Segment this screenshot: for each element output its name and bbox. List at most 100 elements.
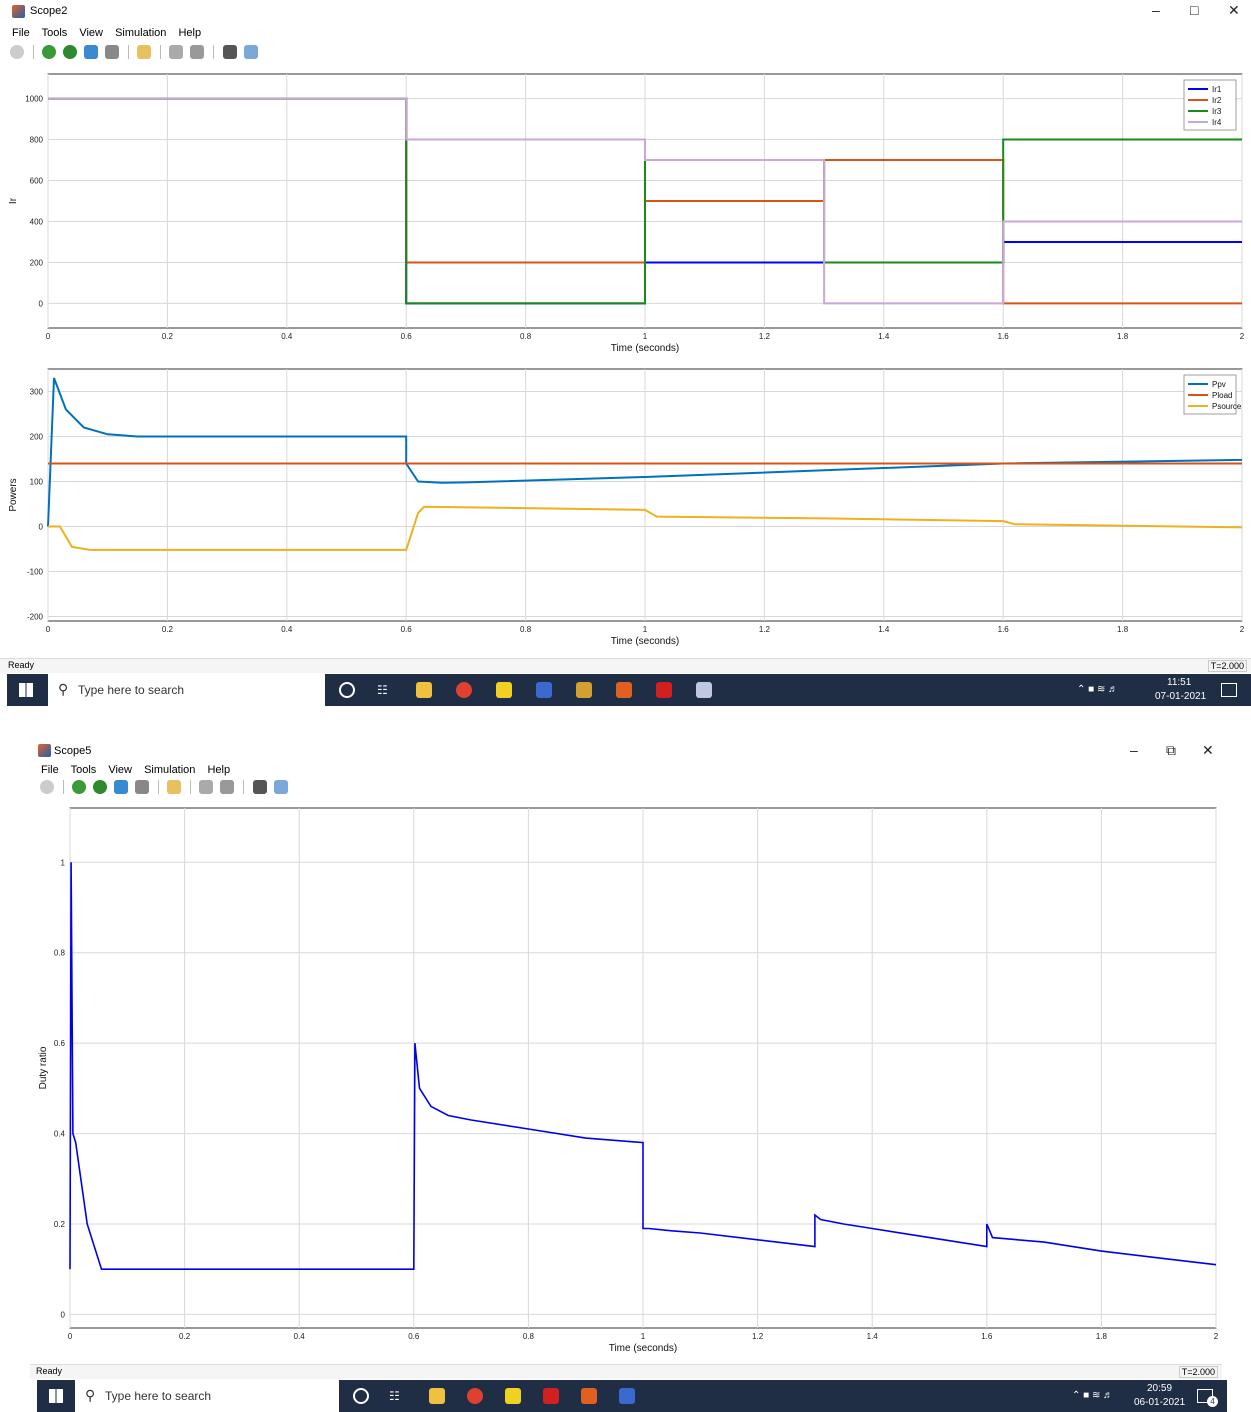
measurements-icon[interactable] — [243, 45, 258, 59]
settings-icon[interactable] — [40, 780, 54, 794]
triggers-icon[interactable] — [222, 45, 237, 59]
notification-icon[interactable] — [1221, 683, 1237, 697]
y-tick-label: 200 — [30, 258, 44, 267]
legend-label: Ppv — [1212, 380, 1226, 389]
highlight-icon[interactable] — [167, 780, 182, 794]
run-icon[interactable] — [63, 45, 78, 59]
matlab-icon — [12, 5, 25, 18]
matlab-taskbar-icon[interactable] — [616, 682, 632, 698]
minimize-button[interactable]: – — [1152, 2, 1160, 18]
file-explorer-icon[interactable] — [416, 682, 432, 698]
x-tick-label: 1.8 — [1096, 1332, 1108, 1341]
y-tick-label: 600 — [30, 177, 44, 186]
menu-file[interactable]: File — [12, 27, 30, 39]
menu-view[interactable]: View — [79, 27, 103, 39]
windows-start-icon[interactable] — [19, 683, 33, 697]
taskbar-search[interactable]: ⚲ Type here to search — [48, 674, 325, 706]
sticky-notes-icon[interactable] — [496, 682, 512, 698]
x-tick-label: 0 — [68, 1332, 73, 1341]
file-explorer-icon[interactable] — [429, 1388, 445, 1404]
app-icon[interactable] — [576, 682, 592, 698]
acrobat-icon[interactable] — [543, 1388, 559, 1404]
run-icon[interactable] — [93, 780, 108, 794]
menu-help[interactable]: Help — [207, 764, 231, 776]
stop-icon[interactable] — [135, 780, 150, 794]
x-tick-label: 1.2 — [759, 625, 771, 634]
clock-time[interactable]: 20:59 — [1147, 1383, 1173, 1394]
acrobat-icon[interactable] — [656, 682, 672, 698]
y-tick-label: 0.2 — [54, 1220, 66, 1229]
maximize-button[interactable]: □ — [1190, 2, 1199, 18]
menu-help[interactable]: Help — [178, 27, 202, 39]
restore-button[interactable]: ⧉ — [1166, 742, 1176, 758]
step-forward-icon[interactable] — [114, 780, 129, 794]
system-tray-icons[interactable]: ⌃ ■ ≋ ♬ — [1072, 1390, 1114, 1401]
zoom-icon[interactable] — [199, 780, 214, 794]
x-tick-label: 1.8 — [1117, 332, 1129, 341]
clock-date[interactable]: 06-01-2021 — [1134, 1397, 1186, 1408]
snipping-icon[interactable] — [696, 682, 712, 698]
clock-date[interactable]: 07-01-2021 — [1155, 691, 1207, 702]
cursor-icon[interactable] — [169, 45, 184, 59]
cortana-icon[interactable] — [339, 682, 355, 698]
matlab-taskbar-icon[interactable] — [581, 1388, 597, 1404]
y-axis-label: Powers — [8, 478, 19, 511]
scope5-menubar: File Tools View Simulation Help — [41, 764, 239, 780]
y-tick-label: 300 — [30, 388, 44, 397]
highlight-icon[interactable] — [137, 45, 152, 59]
settings-icon[interactable] — [10, 45, 24, 59]
chrome-icon[interactable] — [456, 682, 472, 698]
x-tick-label: 0.2 — [162, 625, 174, 634]
triggers-icon[interactable] — [252, 780, 267, 794]
autoscale-icon[interactable] — [190, 45, 205, 59]
menu-tools[interactable]: Tools — [70, 764, 97, 776]
minimize-button[interactable]: – — [1130, 742, 1138, 758]
menu-simulation[interactable]: Simulation — [144, 764, 196, 776]
series-line-ir4 — [48, 97, 1242, 305]
x-tick-label: 0.8 — [520, 332, 532, 341]
chrome-icon[interactable] — [467, 1388, 483, 1404]
menu-file[interactable]: File — [41, 764, 59, 776]
x-tick-label: 0.8 — [520, 625, 532, 634]
x-axis-label: Time (seconds) — [611, 636, 680, 647]
system-tray-icons[interactable]: ⌃ ■ ≋ ♬ — [1077, 684, 1119, 695]
y-tick-label: 1000 — [25, 95, 43, 104]
scope5-taskbar: ⚲ Type here to search ☷ ⌃ ■ ≋ ♬ 20:59 06… — [37, 1380, 1227, 1412]
x-axis-label: Time (seconds) — [611, 343, 680, 354]
y-tick-label: 0.8 — [54, 949, 66, 958]
windows-start-icon[interactable] — [49, 1389, 63, 1403]
series-line-duty — [69, 862, 1217, 1270]
task-view-icon[interactable]: ☷ — [389, 1389, 400, 1403]
close-button[interactable]: ✕ — [1202, 742, 1214, 758]
scope2-titlebar: Scope2 – □ ✕ — [0, 0, 1251, 22]
x-tick-label: 1.2 — [759, 332, 771, 341]
y-tick-label: 1 — [61, 858, 66, 867]
word-icon[interactable] — [619, 1388, 635, 1404]
menu-tools[interactable]: Tools — [41, 27, 68, 39]
cortana-icon[interactable] — [353, 1388, 369, 1404]
autoscale-icon[interactable] — [220, 780, 235, 794]
step-back-icon[interactable] — [72, 780, 87, 794]
x-tick-label: 1.4 — [878, 625, 890, 634]
sticky-notes-icon[interactable] — [505, 1388, 521, 1404]
close-button[interactable]: ✕ — [1228, 2, 1240, 18]
x-tick-label: 0.4 — [294, 1332, 306, 1341]
y-tick-label: 0.4 — [54, 1130, 66, 1139]
task-view-icon[interactable]: ☷ — [377, 683, 388, 697]
taskbar-search[interactable]: ⚲ Type here to search — [75, 1380, 339, 1412]
status-text: Ready — [36, 1366, 63, 1376]
y-tick-label: 400 — [30, 217, 44, 226]
clock-time[interactable]: 11:51 — [1167, 677, 1192, 688]
stop-icon[interactable] — [105, 45, 120, 59]
x-tick-label: 0.6 — [401, 625, 413, 634]
x-tick-label: 0.2 — [162, 332, 174, 341]
x-tick-label: 2 — [1240, 625, 1245, 634]
measurements-icon[interactable] — [273, 780, 288, 794]
step-back-icon[interactable] — [42, 45, 57, 59]
x-tick-label: 0.2 — [179, 1332, 191, 1341]
menu-simulation[interactable]: Simulation — [115, 27, 167, 39]
step-forward-icon[interactable] — [84, 45, 99, 59]
word-icon[interactable] — [536, 682, 552, 698]
legend-label: Ir1 — [1212, 85, 1222, 94]
menu-view[interactable]: View — [108, 764, 132, 776]
